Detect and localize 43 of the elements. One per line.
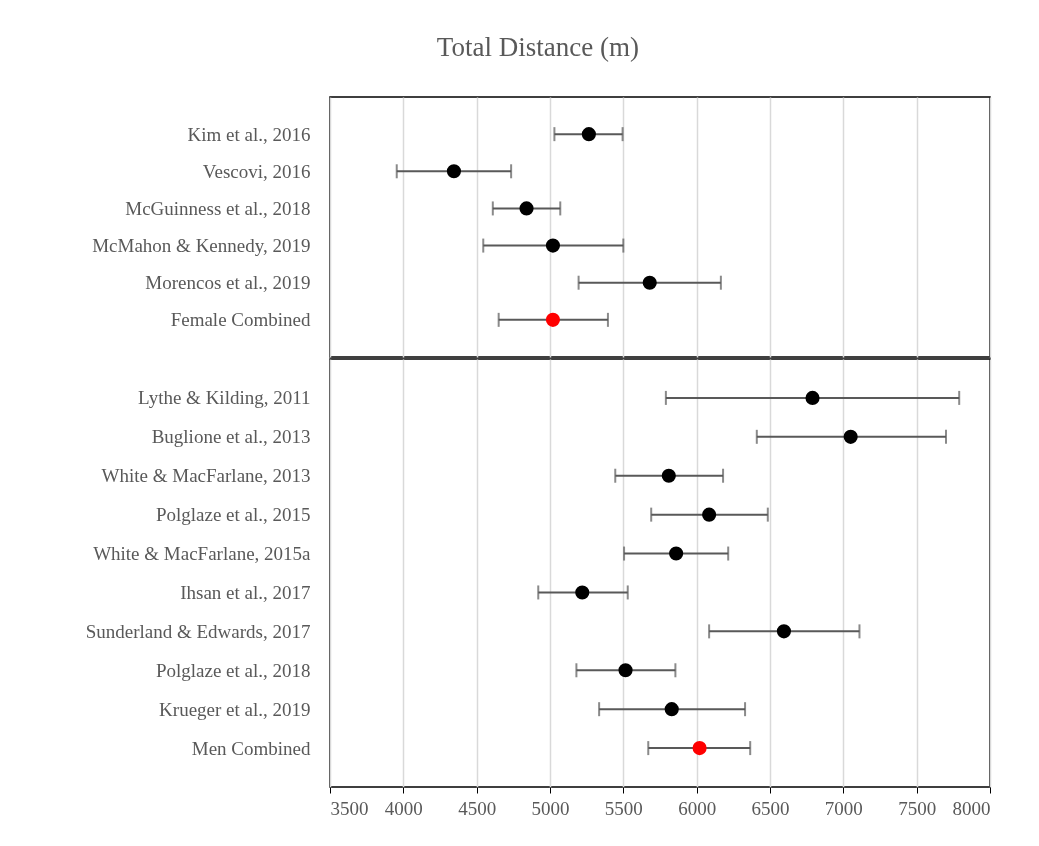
y-tick-label: Sunderland & Edwards, 2017: [85, 620, 311, 642]
y-tick-label: Kim et al., 2016: [187, 123, 311, 145]
point: [776, 624, 791, 639]
y-tick-label: Buglione et al., 2013: [151, 426, 311, 448]
x-tick-label: 4000: [384, 797, 423, 819]
point: [843, 429, 858, 444]
y-tick-label: Female Combined: [170, 309, 311, 331]
y-tick-label: Lythe & Kilding, 2011: [138, 387, 311, 409]
x-tick-label: 5500: [604, 797, 643, 819]
x-tick-label: 3500: [330, 797, 369, 819]
y-tick-label: White & MacFarlane, 2013: [101, 465, 311, 487]
point: [581, 127, 596, 142]
point: [545, 312, 560, 327]
point: [702, 507, 717, 522]
y-tick-label: Polglaze et al., 2018: [155, 659, 311, 681]
y-tick-label: Krueger et al., 2019: [159, 698, 311, 720]
point: [618, 663, 633, 678]
x-tick-label: 8000: [952, 797, 991, 819]
x-tick-label: 5000: [531, 797, 570, 819]
point: [575, 585, 590, 600]
x-tick-label: 7500: [898, 797, 937, 819]
point: [642, 275, 657, 290]
y-tick-label: McGuinness et al., 2018: [125, 197, 311, 219]
y-tick-label: Ihsan et al., 2017: [180, 581, 311, 603]
y-tick-label: Vescovi, 2016: [202, 160, 311, 182]
y-tick-label: Polglaze et al., 2015: [155, 504, 311, 526]
y-tick-label: Men Combined: [191, 737, 311, 759]
point: [545, 238, 560, 253]
y-tick-label: McMahon & Kennedy, 2019: [92, 235, 311, 257]
point: [446, 164, 461, 179]
point: [805, 390, 820, 405]
chart-title: Total Distance (m): [436, 32, 639, 63]
x-tick-label: 7000: [824, 797, 863, 819]
point: [519, 201, 534, 216]
x-tick-label: 6000: [678, 797, 717, 819]
x-tick-label: 4500: [458, 797, 497, 819]
point: [669, 546, 684, 561]
y-tick-label: Morencos et al., 2019: [145, 272, 311, 294]
point: [664, 702, 679, 717]
point: [692, 741, 707, 756]
x-tick-label: 6500: [751, 797, 790, 819]
point: [661, 468, 676, 483]
y-tick-label: White & MacFarlane, 2015a: [93, 543, 312, 565]
